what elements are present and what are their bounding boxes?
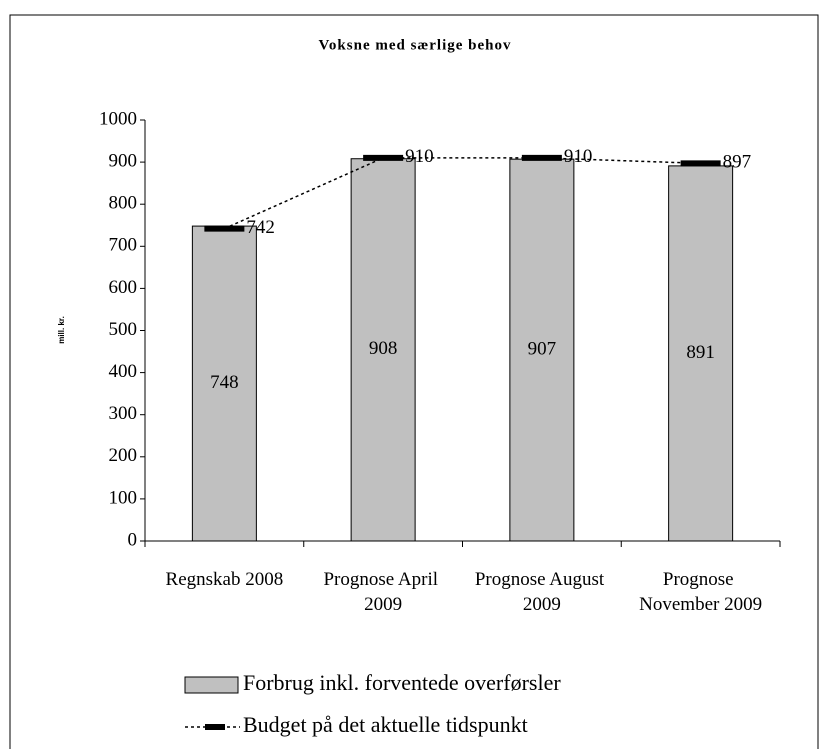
y-tick-label: 700 bbox=[109, 235, 138, 256]
legend-label: Budget på det aktuelle tidspunkt bbox=[243, 712, 528, 737]
bar bbox=[668, 165, 734, 542]
bar-value-label: 891 bbox=[686, 342, 715, 363]
y-tick-label: 300 bbox=[109, 403, 138, 424]
budget-value-label: 910 bbox=[405, 146, 434, 167]
y-tick-label: 800 bbox=[109, 193, 138, 214]
budget-line bbox=[224, 157, 701, 230]
x-tick-label: Prognose November 2009 bbox=[639, 569, 762, 615]
x-tick-label: Prognose August 2009 bbox=[475, 569, 609, 615]
bar bbox=[350, 158, 416, 542]
legend-swatch bbox=[184, 676, 239, 694]
budget-value-label: 910 bbox=[564, 146, 593, 167]
bar-value-label: 907 bbox=[528, 338, 557, 359]
y-tick-label: 500 bbox=[109, 319, 138, 340]
y-tick-label: 900 bbox=[109, 150, 138, 171]
bar-value-label: 748 bbox=[210, 372, 239, 393]
legend-label: Forbrug inkl. forventede overførsler bbox=[243, 670, 561, 695]
bar bbox=[191, 225, 257, 542]
y-tick-label: 100 bbox=[109, 487, 138, 508]
y-axis-label: mill. kr. bbox=[57, 316, 66, 344]
budget-value-label: 742 bbox=[246, 217, 275, 238]
y-tick-label: 400 bbox=[109, 361, 138, 382]
bar bbox=[509, 158, 575, 542]
y-tick-label: 0 bbox=[128, 529, 138, 550]
budget-value-label: 897 bbox=[723, 152, 752, 173]
x-tick-label: Regnskab 2008 bbox=[166, 569, 284, 590]
y-tick-label: 200 bbox=[109, 445, 138, 466]
bar-value-label: 908 bbox=[369, 338, 398, 359]
chart-title: Voksne med særlige behov bbox=[318, 37, 511, 53]
y-tick-label: 1000 bbox=[99, 108, 137, 129]
y-tick-label: 600 bbox=[109, 277, 138, 298]
x-tick-label: Prognose April 2009 bbox=[323, 569, 442, 615]
